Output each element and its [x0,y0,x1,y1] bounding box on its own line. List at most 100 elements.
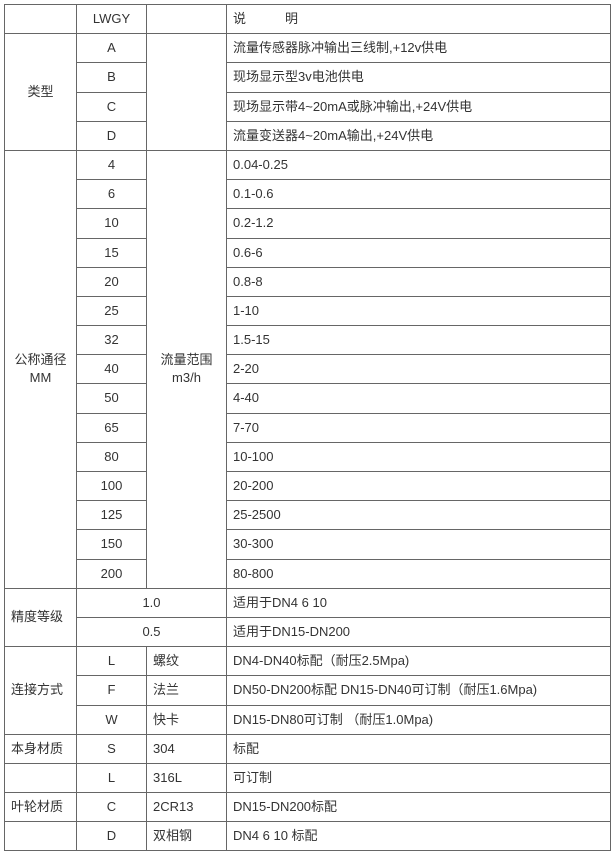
connection-name: 快卡 [147,705,227,734]
spec-table: LWGY 说 明类型A 流量传感器脉冲输出三线制,+12v供电 B 现场显示型3v电池供… [4,4,611,851]
body-material-name: 304 [147,734,227,763]
body-material-name: 316L [147,763,227,792]
impeller-label: 叶轮材质 [5,793,77,822]
range-value: 0.2-1.2 [227,209,611,238]
diameter-size: 40 [77,355,147,384]
diameter-size: 15 [77,238,147,267]
range-value: 10-100 [227,442,611,471]
table-row: L316L可订制 [5,763,611,792]
table-row: C 现场显示带4~20mA或脉冲输出,+24V供电 [5,92,611,121]
connection-code: W [77,705,147,734]
connection-desc: DN50-DN200标配 DN15-DN40可订制（耐压1.6Mpa) [227,676,611,705]
table-row: D 流量变送器4~20mA输出,+24V供电 [5,121,611,150]
range-label: 流量范围m3/h [147,150,227,588]
diameter-size: 100 [77,472,147,501]
range-value: 0.8-8 [227,267,611,296]
diameter-label: 公称通径MM [5,150,77,588]
header-desc: 说 明 [227,5,611,34]
table-row: 叶轮材质C2CR13DN15-DN200标配 [5,793,611,822]
connection-label: 连接方式 [5,647,77,735]
connection-desc: DN15-DN80可订制 （耐压1.0Mpa) [227,705,611,734]
range-value: 80-800 [227,559,611,588]
table-row: 65 7-70 [5,413,611,442]
body-material-label: 本身材质 [5,734,77,763]
table-row: 125 25-2500 [5,501,611,530]
table-row: LWGY 说 明 [5,5,611,34]
type-code: D [77,121,147,150]
range-value: 1-10 [227,296,611,325]
impeller-code: C [77,793,147,822]
header-lwgy: LWGY [77,5,147,34]
range-value: 30-300 [227,530,611,559]
impeller-name: 2CR13 [147,793,227,822]
empty-merged [147,34,227,151]
table-row: 80 10-100 [5,442,611,471]
empty-cell [5,822,77,851]
table-row: 6 0.1-0.6 [5,180,611,209]
table-row: 连接方式L螺纹DN4-DN40标配（耐压2.5Mpa) [5,647,611,676]
type-label: 类型 [5,34,77,151]
type-desc: 现场显示带4~20mA或脉冲输出,+24V供电 [227,92,611,121]
empty-cell [5,763,77,792]
table-row: 40 2-20 [5,355,611,384]
range-value: 25-2500 [227,501,611,530]
range-value: 7-70 [227,413,611,442]
table-row: 精度等级1.0适用于DN4 6 10 [5,588,611,617]
accuracy-level: 0.5 [77,617,227,646]
table-row: 25 1-10 [5,296,611,325]
range-value: 0.1-0.6 [227,180,611,209]
body-material-code: L [77,763,147,792]
diameter-size: 200 [77,559,147,588]
body-material-code: S [77,734,147,763]
table-row: 公称通径MM4流量范围m3/h0.04-0.25 [5,150,611,179]
table-row: 本身材质S304标配 [5,734,611,763]
table-row: 100 20-200 [5,472,611,501]
table-row: F法兰DN50-DN200标配 DN15-DN40可订制（耐压1.6Mpa) [5,676,611,705]
diameter-size: 25 [77,296,147,325]
type-code: B [77,63,147,92]
type-desc: 现场显示型3v电池供电 [227,63,611,92]
diameter-size: 10 [77,209,147,238]
table-row: 150 30-300 [5,530,611,559]
empty-cell [147,5,227,34]
diameter-size: 4 [77,150,147,179]
diameter-size: 80 [77,442,147,471]
diameter-size: 6 [77,180,147,209]
diameter-size: 65 [77,413,147,442]
connection-name: 法兰 [147,676,227,705]
table-row: W快卡DN15-DN80可订制 （耐压1.0Mpa) [5,705,611,734]
table-row: 200 80-800 [5,559,611,588]
connection-code: L [77,647,147,676]
accuracy-label: 精度等级 [5,588,77,646]
type-code: C [77,92,147,121]
range-value: 2-20 [227,355,611,384]
impeller-desc: DN4 6 10 标配 [227,822,611,851]
body-material-desc: 可订制 [227,763,611,792]
table-row: 10 0.2-1.2 [5,209,611,238]
table-row: B 现场显示型3v电池供电 [5,63,611,92]
accuracy-desc: 适用于DN15-DN200 [227,617,611,646]
empty-cell [5,5,77,34]
type-code: A [77,34,147,63]
accuracy-level: 1.0 [77,588,227,617]
diameter-size: 50 [77,384,147,413]
impeller-code: D [77,822,147,851]
accuracy-desc: 适用于DN4 6 10 [227,588,611,617]
range-value: 1.5-15 [227,326,611,355]
type-desc: 流量变送器4~20mA输出,+24V供电 [227,121,611,150]
connection-desc: DN4-DN40标配（耐压2.5Mpa) [227,647,611,676]
impeller-desc: DN15-DN200标配 [227,793,611,822]
table-row: 15 0.6-6 [5,238,611,267]
table-row: 类型A流量传感器脉冲输出三线制,+12v供电 [5,34,611,63]
diameter-size: 150 [77,530,147,559]
range-value: 0.04-0.25 [227,150,611,179]
type-desc: 流量传感器脉冲输出三线制,+12v供电 [227,34,611,63]
table-row: 20 0.8-8 [5,267,611,296]
range-value: 4-40 [227,384,611,413]
diameter-size: 125 [77,501,147,530]
diameter-size: 20 [77,267,147,296]
range-value: 20-200 [227,472,611,501]
range-value: 0.6-6 [227,238,611,267]
table-row: 50 4-40 [5,384,611,413]
table-row: 0.5适用于DN15-DN200 [5,617,611,646]
